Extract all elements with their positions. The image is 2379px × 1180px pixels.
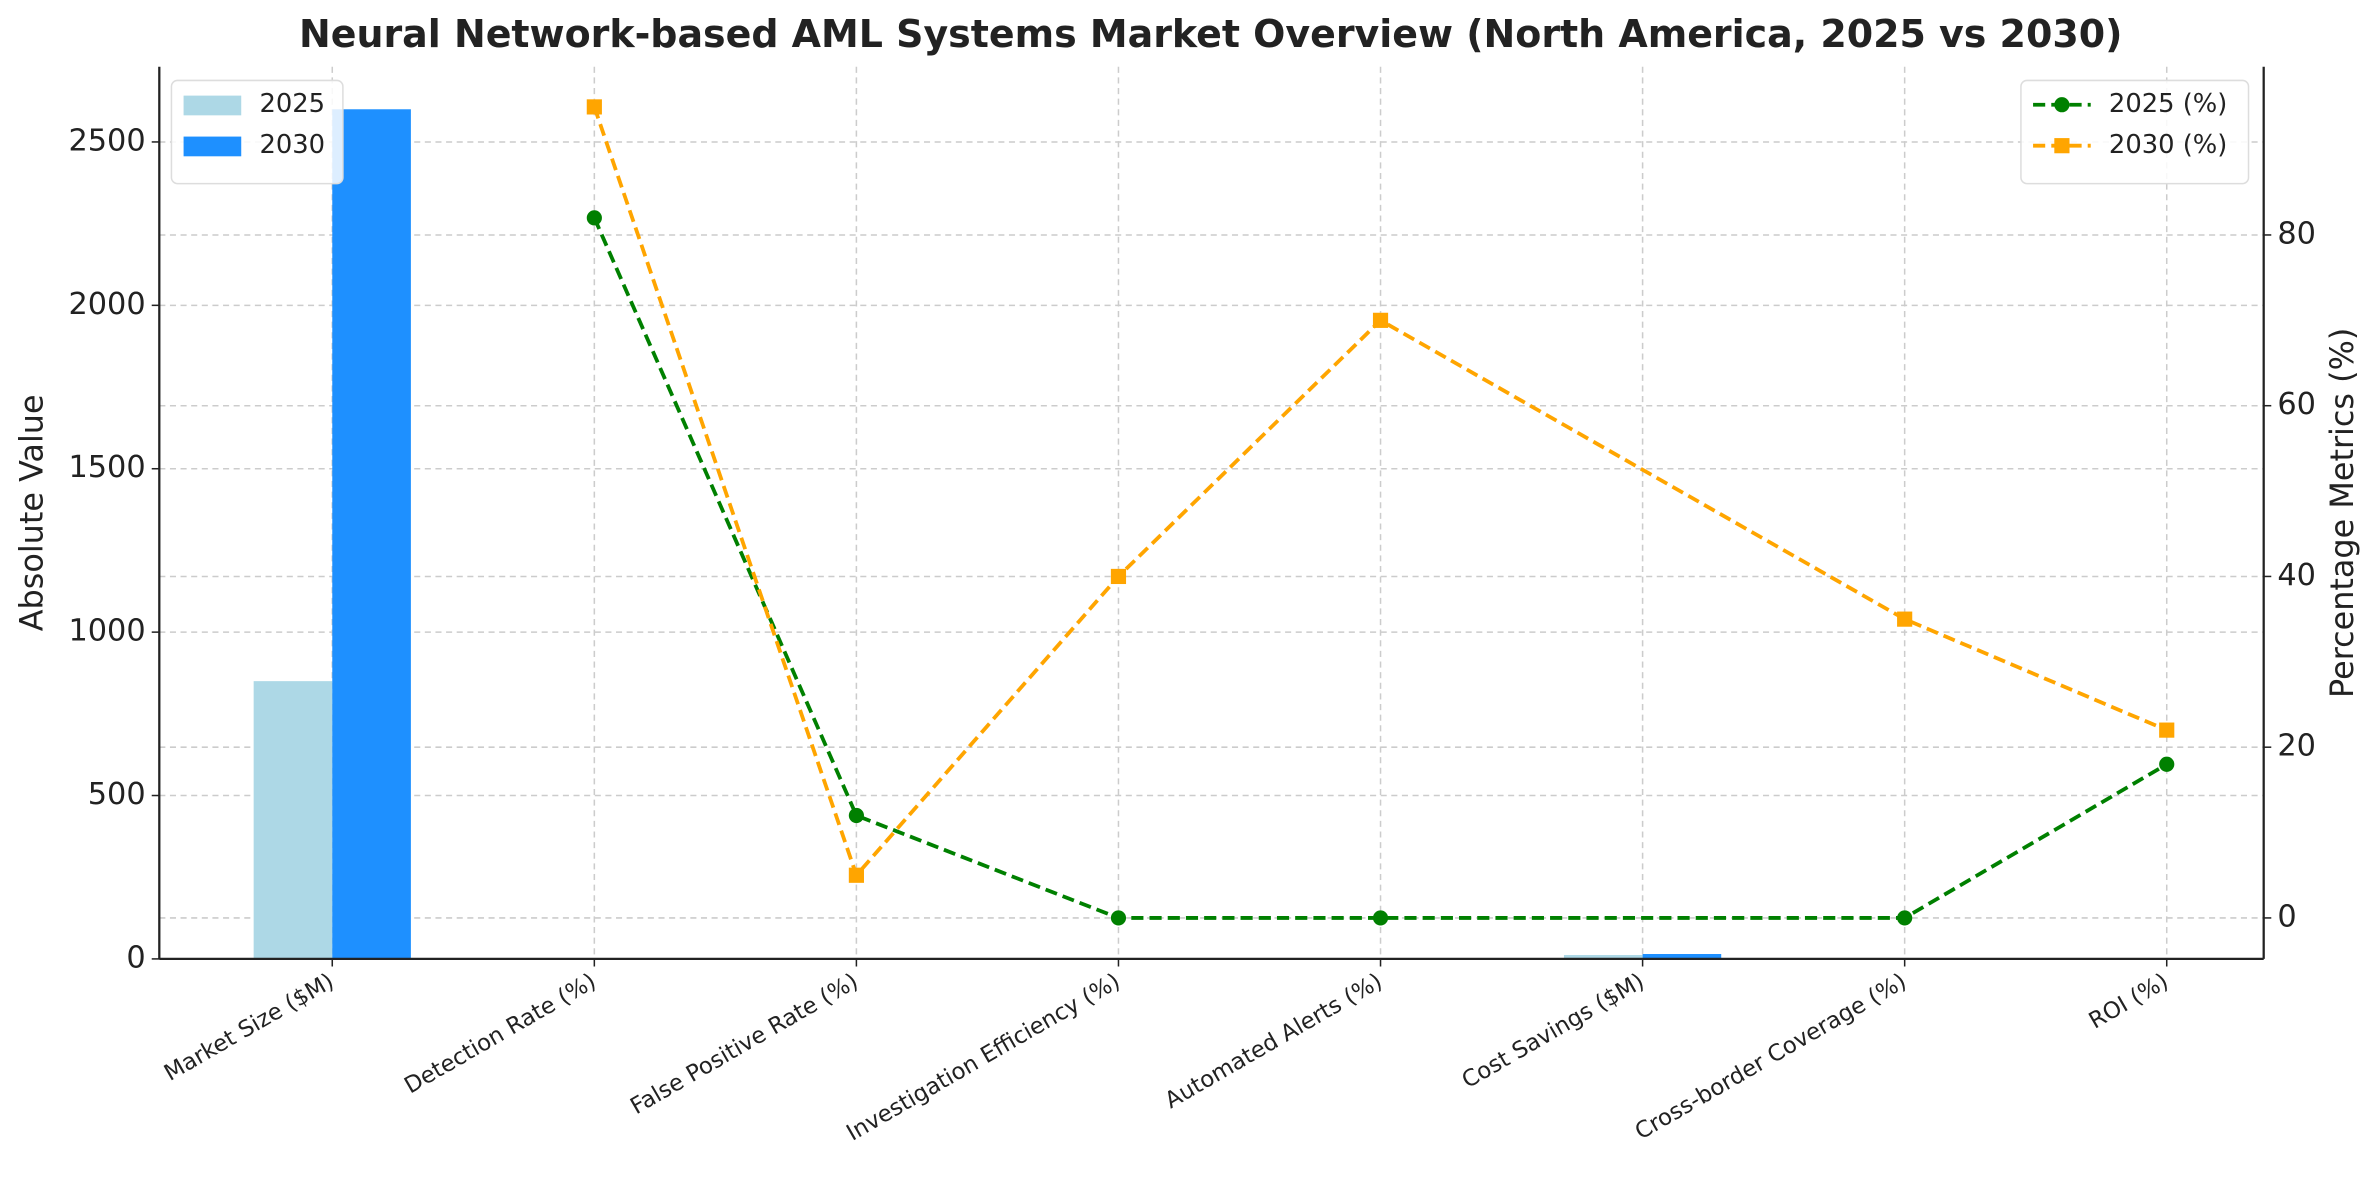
line-marker bbox=[2159, 722, 2175, 738]
x-tick-label: Cost Savings ($M) bbox=[1458, 968, 1649, 1093]
y2-tick-label: 60 bbox=[2277, 387, 2316, 422]
legend: 2025 (%) 2030 (%) bbox=[2020, 79, 2250, 185]
bar bbox=[1563, 954, 1643, 959]
y-tick-label: 0 bbox=[126, 940, 145, 975]
y2-tick-label: 80 bbox=[2277, 216, 2316, 251]
y-tick-label: 1000 bbox=[68, 614, 145, 649]
x-tick-label: Detection Rate (%) bbox=[400, 968, 601, 1099]
y-axis-label: Absolute Value bbox=[12, 394, 50, 631]
bar bbox=[332, 109, 411, 959]
line-marker bbox=[848, 867, 864, 883]
x-tick-label: ROI (%) bbox=[2085, 968, 2173, 1034]
x-tick-label: False Positive Rate (%) bbox=[626, 968, 862, 1120]
line-marker bbox=[1110, 910, 1127, 926]
legend-swatch bbox=[183, 95, 242, 116]
line-marker bbox=[1372, 312, 1389, 328]
chart-title: Neural Network-based AML Systems Market … bbox=[299, 12, 2122, 56]
line-marker bbox=[1897, 611, 1913, 627]
line-marker bbox=[586, 210, 602, 226]
y-tick-label: 2500 bbox=[68, 123, 145, 158]
bar bbox=[1642, 954, 1722, 959]
line-marker bbox=[2159, 756, 2175, 772]
x-tick-label: Market Size ($M) bbox=[160, 968, 339, 1086]
x-tick-label: Cross-border Coverage (%) bbox=[1631, 968, 1911, 1145]
line-marker bbox=[2054, 97, 2070, 113]
legend-label: 2030 (%) bbox=[2109, 130, 2227, 160]
legend-label: 2025 bbox=[259, 89, 325, 119]
y2-tick-label: 0 bbox=[2277, 899, 2296, 934]
bar bbox=[253, 681, 333, 959]
y2-tick-label: 40 bbox=[2277, 558, 2316, 593]
y-tick-label: 500 bbox=[88, 777, 146, 812]
y-tick-label: 2000 bbox=[68, 287, 145, 322]
x-tick-label: Automated Alerts (%) bbox=[1161, 968, 1387, 1114]
legend: 2025 2030 bbox=[170, 79, 344, 185]
y2-tick-label: 20 bbox=[2277, 729, 2316, 764]
line bbox=[592, 217, 2168, 920]
legend-swatch bbox=[183, 136, 242, 157]
line bbox=[592, 106, 2168, 879]
line-marker bbox=[1372, 910, 1389, 926]
line-marker bbox=[1897, 910, 1913, 926]
legend-label: 2025 (%) bbox=[2109, 89, 2227, 119]
y2-axis-label: Percentage Metrics (%) bbox=[2323, 328, 2361, 698]
legend-label: 2030 bbox=[259, 130, 325, 160]
x-tick-label: Investigation Efficiency (%) bbox=[842, 968, 1124, 1146]
line-marker bbox=[2054, 138, 2070, 154]
line-marker bbox=[586, 99, 602, 115]
line-marker bbox=[848, 807, 864, 824]
y-tick-label: 1500 bbox=[68, 450, 145, 485]
line-marker bbox=[1110, 568, 1127, 585]
